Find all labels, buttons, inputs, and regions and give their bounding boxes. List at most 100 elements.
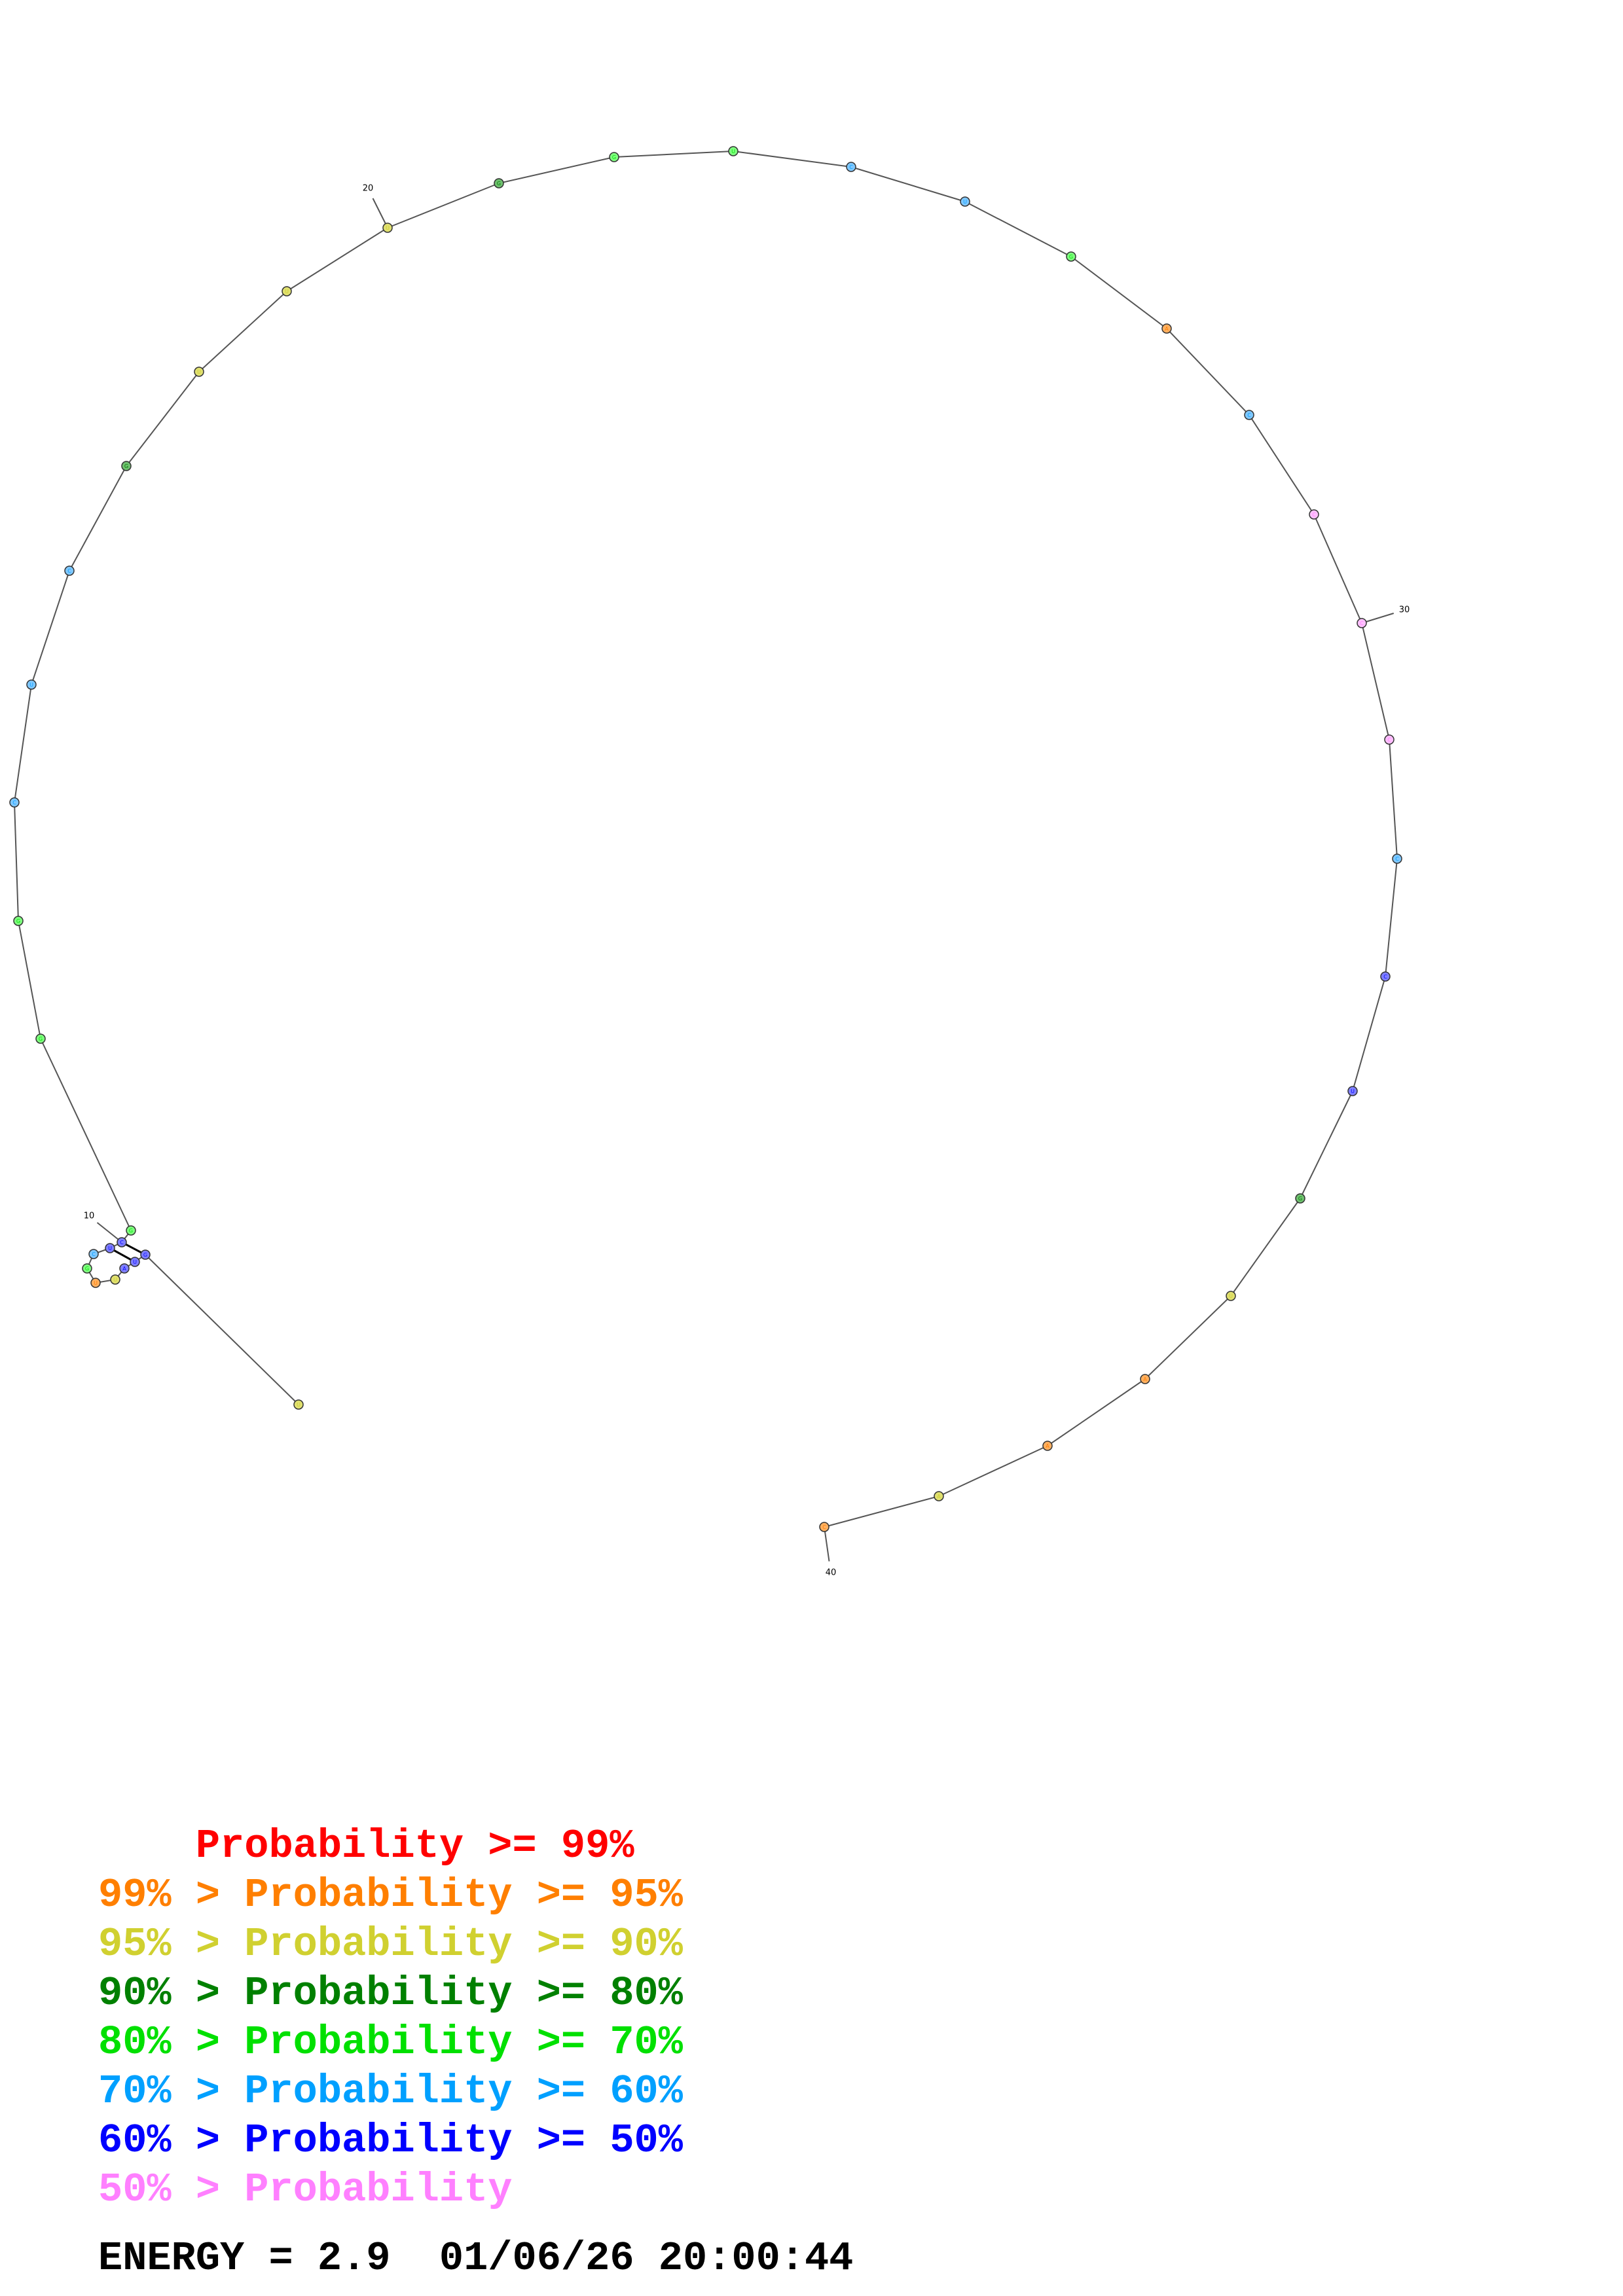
base-9: U	[105, 1243, 115, 1253]
backbone-segment	[613, 151, 734, 158]
legend-line-7: 60% > Probability >= 50%	[98, 2117, 683, 2164]
base-35: G	[1295, 1193, 1305, 1204]
base-28: C	[1244, 410, 1254, 420]
base-30: C	[1357, 618, 1367, 628]
base-letter: U	[963, 199, 967, 205]
base-circle	[13, 916, 24, 926]
base-letter: U	[731, 149, 735, 154]
base-circle	[194, 367, 204, 377]
base-16: C	[64, 565, 75, 576]
base-circle	[1042, 1441, 1053, 1451]
base-37: A	[1140, 1374, 1150, 1384]
base-circle	[1347, 1086, 1358, 1096]
base-circle	[1392, 853, 1402, 864]
base-circle	[609, 152, 619, 162]
base-3: U	[130, 1257, 140, 1267]
base-letter: A	[1143, 1376, 1147, 1382]
base-1: U	[293, 1399, 304, 1410]
base-letter: A	[1046, 1443, 1049, 1449]
position-tick	[96, 1222, 122, 1243]
base-5: U	[110, 1274, 120, 1285]
position-tick	[824, 1526, 830, 1562]
base-letter: G	[143, 1252, 147, 1258]
base-circle	[126, 1225, 136, 1236]
base-21: G	[494, 178, 504, 188]
base-letter: C	[1383, 974, 1387, 980]
base-circle	[105, 1243, 115, 1253]
position-tick	[1361, 613, 1395, 624]
base-letter: U	[1229, 1293, 1233, 1299]
base-19: U	[282, 286, 292, 296]
backbone-segment	[198, 291, 287, 372]
position-label-40: 40	[826, 1568, 837, 1578]
backbone-segment	[1300, 1090, 1353, 1199]
base-circle	[140, 1249, 151, 1260]
legend-line-5: 80% > Probability >= 70%	[98, 2019, 683, 2066]
base-24: C	[846, 162, 856, 172]
base-33: C	[1380, 971, 1391, 982]
base-letter: U	[297, 1402, 301, 1408]
base-circle	[82, 1263, 92, 1274]
base-29: C	[1309, 509, 1319, 520]
base-circle	[1066, 251, 1076, 262]
base-letter: C	[67, 568, 71, 574]
base-4: A	[119, 1263, 130, 1274]
base-circle	[934, 1491, 944, 1501]
base-38: A	[1042, 1441, 1053, 1451]
base-letter: A	[122, 1266, 126, 1272]
base-letter: C	[92, 1251, 96, 1257]
base-letter: C	[1312, 512, 1316, 518]
base-letter: G	[124, 463, 128, 469]
base-letter: U	[94, 1280, 98, 1286]
base-letter: A	[937, 1494, 941, 1499]
base-20: U	[382, 223, 393, 233]
base-letter: G	[16, 918, 20, 924]
base-letter: G	[1298, 1196, 1302, 1202]
base-letter: G	[129, 1228, 133, 1234]
base-circle	[1309, 509, 1319, 520]
base-letter: C	[822, 1524, 826, 1530]
backbone-segment	[31, 570, 70, 685]
base-letter: U	[133, 1259, 137, 1265]
base-circle	[117, 1237, 127, 1247]
position-tick	[372, 198, 388, 228]
base-circle	[1226, 1291, 1236, 1301]
base-circle	[1140, 1374, 1150, 1384]
backbone-segment	[14, 684, 32, 803]
backbone-segment	[387, 183, 500, 228]
base-26: G	[1066, 251, 1076, 262]
backbone-segment	[824, 1496, 939, 1528]
base-circle	[282, 286, 292, 296]
backbone-segment	[1047, 1378, 1146, 1446]
base-circle	[26, 679, 37, 690]
legend-line-3: 95% > Probability >= 90%	[98, 1921, 683, 1967]
base-letter: C	[1360, 620, 1364, 626]
base-circle	[293, 1399, 304, 1410]
legend-line-2: 99% > Probability >= 95%	[98, 1872, 683, 1918]
base-letter: C	[1395, 856, 1399, 862]
backbone-segment	[286, 227, 388, 292]
base-circle	[90, 1278, 101, 1288]
base-letter: U	[197, 369, 201, 375]
backbone-segment	[1389, 739, 1398, 859]
backbone-segment	[498, 156, 615, 184]
backbone	[14, 151, 1398, 1528]
base-letter: C	[1387, 737, 1391, 743]
base-circle	[1244, 410, 1254, 420]
base-circle	[846, 162, 856, 172]
backbone-segment	[938, 1445, 1048, 1497]
position-label-10: 10	[84, 1211, 95, 1221]
base-2: G	[140, 1249, 151, 1260]
base-circle	[960, 196, 970, 207]
base-circle	[88, 1249, 99, 1259]
backbone-segment	[1313, 514, 1362, 624]
base-15: U	[26, 679, 37, 690]
base-circle	[130, 1257, 140, 1267]
base-circle	[819, 1522, 830, 1532]
base-8: C	[88, 1249, 99, 1259]
base-34: U	[1347, 1086, 1358, 1096]
base-14: C	[9, 797, 20, 808]
backbone-segment	[40, 1038, 132, 1231]
backbone-segment	[850, 166, 966, 202]
